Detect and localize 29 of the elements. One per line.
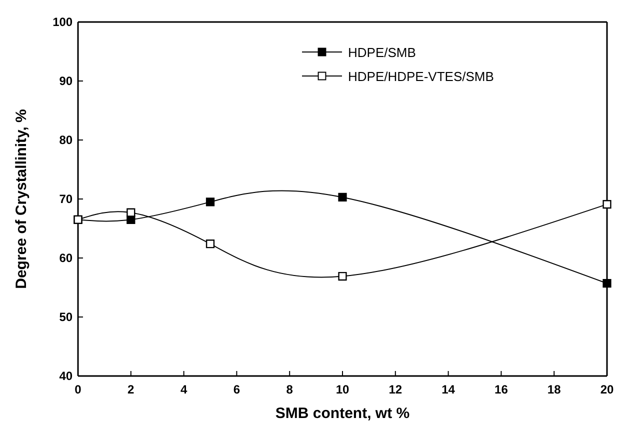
point bbox=[338, 192, 347, 202]
x-tick-label: 20 bbox=[600, 382, 614, 396]
y-tick-label: 70 bbox=[59, 192, 73, 206]
x-tick-label: 18 bbox=[547, 382, 562, 396]
y-axis-title: Degree of Crystallinity, % bbox=[13, 109, 30, 289]
x-tick-label: 2 bbox=[128, 382, 135, 396]
y-tick-label: 40 bbox=[59, 368, 73, 383]
y-tick-label: 80 bbox=[59, 132, 73, 147]
x-tick-label: 10 bbox=[336, 382, 350, 396]
y-tick-label: 90 bbox=[59, 74, 73, 88]
point bbox=[602, 200, 612, 209]
x-tick-label: 16 bbox=[494, 382, 508, 396]
y-tick-label: 60 bbox=[59, 250, 73, 265]
point bbox=[206, 198, 215, 206]
x-tick-label: 6 bbox=[233, 382, 240, 396]
x-tick-label: 12 bbox=[388, 382, 402, 396]
point bbox=[126, 208, 136, 217]
y-tick-label: 50 bbox=[59, 310, 73, 324]
point bbox=[206, 240, 215, 248]
x-tick-label: 4 bbox=[180, 382, 188, 396]
x-tick-label: 8 bbox=[286, 382, 294, 396]
legend-label: HDPE/SMB bbox=[348, 45, 416, 60]
x-tick-label: 0 bbox=[74, 382, 82, 396]
x-tick-label: 14 bbox=[442, 382, 456, 396]
point bbox=[602, 279, 612, 288]
x-axis-title: SMB content, wt % bbox=[275, 405, 410, 422]
y-tick-label: 100 bbox=[52, 14, 73, 29]
point bbox=[338, 272, 347, 281]
legend-label: HDPE/HDPE-VTES/SMB bbox=[348, 69, 494, 84]
